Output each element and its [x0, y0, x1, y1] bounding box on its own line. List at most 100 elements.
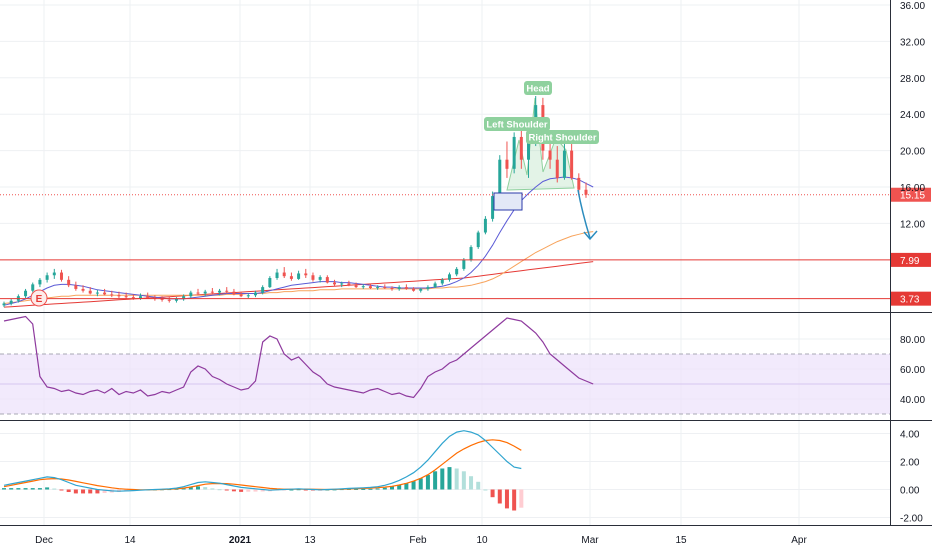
macd-histogram-bar [497, 489, 502, 504]
macd-histogram-bar [2, 488, 6, 490]
candle-body [239, 294, 243, 297]
candle-body [455, 268, 459, 275]
candle [505, 141, 509, 178]
candle-body [333, 282, 337, 285]
x-tick-label: Mar [581, 535, 599, 546]
candle [289, 272, 293, 281]
candle-body [318, 277, 322, 280]
candle-body [282, 272, 286, 277]
candle [570, 143, 574, 180]
price-pane[interactable]: 7.99 3.73 15.15 Head Left Shoulder Right Shou… [0, 81, 931, 308]
macd-histogram-bar [476, 481, 481, 490]
candle [218, 288, 222, 296]
price-tick-label: 32.00 [900, 37, 925, 48]
x-tick-label: 14 [124, 535, 136, 546]
candle-body [412, 288, 416, 291]
x-tick-label: 10 [476, 535, 488, 546]
candle [45, 272, 49, 283]
rsi-tick-label: 80.00 [900, 335, 925, 346]
macd-histogram-bar [368, 488, 373, 490]
candle [376, 285, 380, 290]
candle-body [261, 287, 265, 293]
candle [24, 288, 28, 299]
candle-body [210, 291, 214, 293]
candle [146, 292, 150, 299]
macd-histogram-bar [296, 489, 301, 491]
macd-histogram-bar [425, 474, 430, 490]
candle [325, 275, 329, 284]
candle-body [9, 300, 13, 304]
macd-histogram-bar [9, 488, 14, 490]
candle [333, 279, 337, 287]
macd-histogram-bar [45, 487, 50, 490]
macd-histogram-bar [390, 486, 394, 490]
projection-arrowhead [583, 230, 598, 241]
candle [203, 289, 207, 297]
candle [95, 289, 99, 297]
macd-histogram-bar [66, 489, 71, 493]
candle-body [584, 189, 588, 195]
candle [426, 285, 430, 291]
right-shoulder-label-text: Right Shoulder [528, 133, 596, 144]
candle [117, 291, 121, 299]
macd-histogram-bar [260, 489, 265, 492]
candle [368, 283, 372, 289]
macd-histogram-bar [504, 489, 509, 509]
macd-histogram-bar [433, 471, 438, 490]
candle [182, 294, 186, 301]
candle [167, 297, 171, 303]
left-shoulder-label: Left Shoulder [484, 117, 550, 131]
price-tick-label: 20.00 [900, 147, 925, 158]
macd-histogram-bar [253, 489, 258, 492]
macd-pane[interactable] [2, 430, 524, 511]
price-tick-label: 12.00 [900, 219, 925, 230]
macd-histogram-bar [454, 468, 459, 490]
candle-body [275, 272, 279, 278]
candle [268, 276, 272, 289]
candle-body [24, 290, 28, 297]
x-tick-label: 2021 [229, 535, 252, 546]
candle-body [52, 272, 56, 276]
x-tick-label: Feb [409, 535, 427, 546]
candle [59, 269, 63, 282]
macd-histogram-bar [519, 489, 524, 508]
candle-body [354, 285, 358, 288]
macd-histogram-bar [203, 487, 208, 490]
candle-body [570, 150, 574, 178]
macd-histogram-bar [440, 468, 445, 490]
rsi-pane[interactable] [0, 315, 890, 415]
price-tick-label: 28.00 [900, 74, 925, 85]
right-shoulder-label-bg [526, 130, 599, 144]
macd-histogram-bar [447, 467, 452, 490]
projection-arrow [577, 189, 591, 239]
candle [455, 267, 459, 277]
candle [483, 216, 487, 235]
macd-histogram-bar [375, 488, 380, 490]
candle [275, 268, 279, 280]
candle-body [74, 285, 78, 289]
candle-body [45, 275, 49, 280]
rsi-line [3, 315, 594, 399]
candle [2, 301, 6, 308]
earnings-marker[interactable] [30, 289, 48, 307]
candle-body [462, 259, 466, 269]
axes: 36.00 32.00 28.00 24.00 20.00 16.00 12.00 80.00… [35, 1, 925, 546]
candle-body [527, 141, 531, 160]
candle-body [189, 292, 193, 297]
candle [412, 287, 416, 292]
candle [81, 285, 85, 293]
macd-histogram-bar [102, 489, 107, 493]
candle-body [347, 283, 351, 286]
candle [232, 288, 236, 296]
candle-body [38, 279, 42, 285]
price-tick-label: 24.00 [900, 110, 925, 121]
macd-histogram-bar [88, 489, 93, 494]
ma-mid-line [3, 231, 594, 304]
candle [304, 268, 308, 278]
candle [491, 191, 495, 222]
level-label: 7.99 [900, 256, 920, 267]
candle-body [476, 232, 480, 248]
candle [67, 276, 71, 288]
candle [354, 282, 358, 289]
